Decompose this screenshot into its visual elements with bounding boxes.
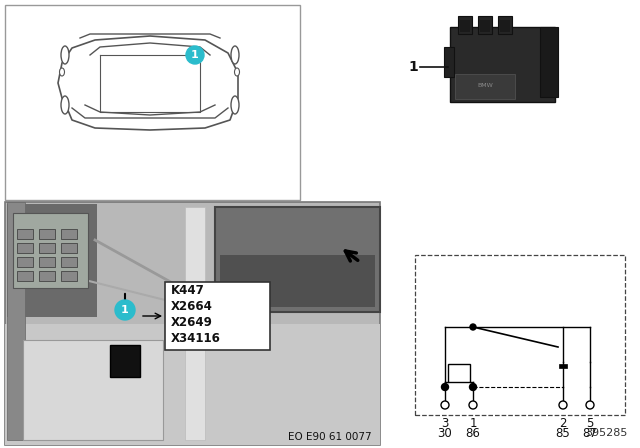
Circle shape: [559, 401, 567, 409]
Bar: [17, 229, 33, 239]
Text: 1: 1: [469, 417, 477, 430]
Bar: [458, 16, 472, 34]
Text: 1: 1: [121, 305, 129, 315]
Bar: [61, 229, 77, 239]
Bar: [61, 257, 77, 267]
Bar: [165, 282, 270, 350]
Text: K447: K447: [171, 284, 205, 297]
Bar: [39, 271, 55, 281]
Bar: [498, 16, 512, 34]
Text: BMW: BMW: [477, 82, 493, 87]
Text: 87: 87: [582, 427, 597, 440]
Bar: [448, 364, 470, 382]
Bar: [480, 20, 490, 32]
Bar: [444, 47, 454, 77]
Bar: [215, 207, 380, 312]
Text: X34116: X34116: [171, 332, 221, 345]
Ellipse shape: [234, 68, 239, 76]
Circle shape: [470, 383, 477, 391]
Text: 5: 5: [586, 417, 594, 430]
Bar: [61, 243, 77, 253]
Circle shape: [115, 300, 135, 320]
Bar: [415, 255, 625, 415]
Circle shape: [442, 383, 449, 391]
Text: X2664: X2664: [171, 300, 213, 313]
Bar: [17, 271, 33, 281]
Circle shape: [586, 401, 594, 409]
Circle shape: [470, 324, 476, 330]
Text: 1: 1: [191, 50, 199, 60]
Circle shape: [186, 46, 204, 64]
Bar: [220, 255, 375, 307]
Bar: [7, 204, 97, 317]
Text: 1: 1: [408, 60, 418, 74]
Ellipse shape: [60, 68, 65, 76]
Circle shape: [469, 401, 477, 409]
Bar: [5, 202, 380, 445]
Bar: [455, 74, 515, 99]
Bar: [7, 202, 25, 440]
Circle shape: [441, 401, 449, 409]
Text: EO E90 61 0077: EO E90 61 0077: [289, 432, 372, 442]
Bar: [39, 229, 55, 239]
Text: 395285: 395285: [586, 428, 628, 438]
Text: 30: 30: [438, 427, 452, 440]
Bar: [61, 271, 77, 281]
Bar: [460, 20, 470, 32]
Text: 86: 86: [465, 427, 481, 440]
Ellipse shape: [61, 96, 69, 114]
Bar: [23, 340, 163, 440]
Bar: [39, 257, 55, 267]
Text: 85: 85: [556, 427, 570, 440]
Bar: [39, 243, 55, 253]
Bar: [540, 27, 558, 97]
Bar: [185, 207, 205, 440]
Text: X2649: X2649: [171, 315, 213, 328]
Bar: [13, 213, 88, 288]
Text: 3: 3: [442, 417, 449, 430]
Ellipse shape: [61, 46, 69, 64]
Bar: [17, 243, 33, 253]
Bar: [5, 324, 380, 445]
Bar: [559, 364, 567, 368]
Bar: [450, 27, 555, 102]
Bar: [110, 345, 140, 377]
Bar: [5, 5, 300, 200]
Text: 2: 2: [559, 417, 567, 430]
Bar: [478, 16, 492, 34]
Bar: [17, 257, 33, 267]
Ellipse shape: [231, 46, 239, 64]
Ellipse shape: [231, 96, 239, 114]
Bar: [500, 20, 510, 32]
